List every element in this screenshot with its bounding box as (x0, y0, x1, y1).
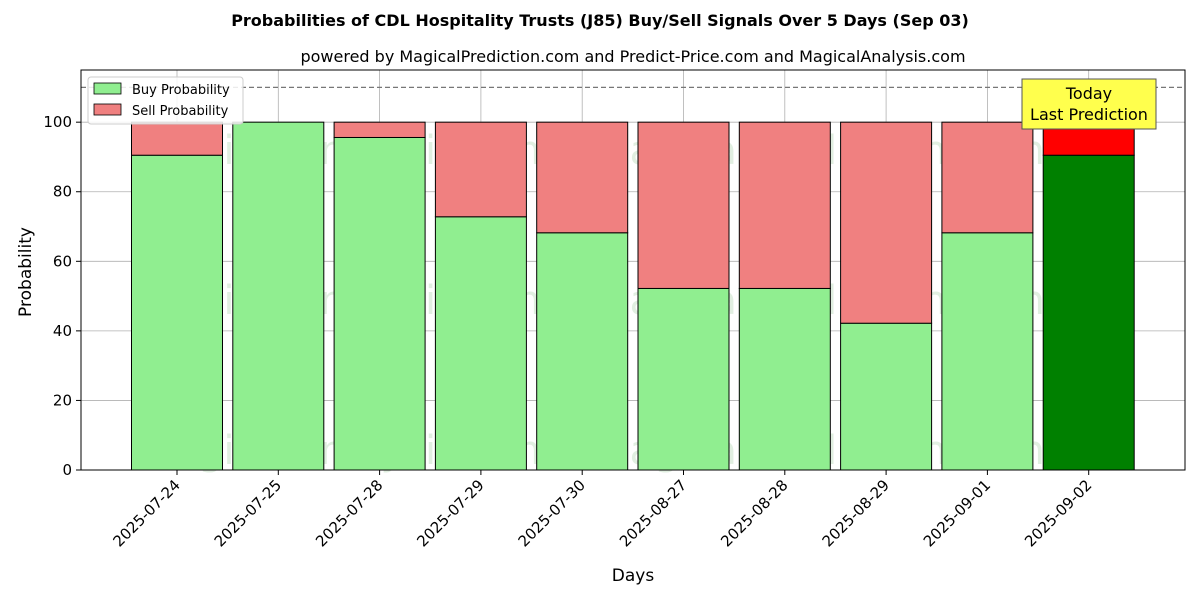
bar-sell-2025-08-29 (840, 121, 933, 324)
bar-buy-2025-09-02 (1042, 154, 1135, 471)
bar-sell-2025-08-27 (637, 121, 730, 289)
x-axis-label: Days (612, 566, 655, 586)
bar-sell-2025-09-01 (941, 121, 1034, 234)
y-tick-label: 20 (53, 391, 72, 409)
bar-sell-2025-07-29 (434, 121, 527, 218)
annotation-today: Today (1065, 84, 1112, 103)
x-tick-label: 2025-08-28 (717, 476, 791, 550)
today-annotation: Today Last Prediction (1021, 78, 1157, 130)
bar-buy-2025-09-01 (941, 232, 1034, 471)
x-axis: 2025-07-24 2025-07-25 2025-07-28 2025-07-29… (109, 470, 1096, 550)
bar-buy-2025-08-29 (840, 322, 933, 471)
legend-label-buy: Buy Probability (132, 83, 230, 98)
bar-sell-2025-08-28 (738, 121, 831, 289)
y-axis-label: Probability (16, 227, 36, 317)
legend: Buy Probability Sell Probability (87, 76, 244, 125)
bar-buy-2025-07-25 (232, 121, 325, 471)
y-tick-label: 100 (43, 113, 72, 131)
bar-sell-2025-07-30 (536, 121, 629, 234)
y-tick-label: 80 (53, 183, 72, 201)
x-tick-label: 2025-07-25 (211, 476, 285, 550)
bar-buy-2025-07-29 (434, 216, 527, 471)
bar-buy-2025-08-28 (738, 287, 831, 471)
x-tick-label: 2025-07-24 (109, 476, 183, 550)
y-axis: 0 20 40 60 80 100 (43, 113, 81, 479)
x-tick-label: 2025-09-01 (920, 476, 994, 550)
x-tick-label: 2025-08-27 (616, 476, 690, 550)
x-tick-label: 2025-07-29 (413, 476, 487, 550)
x-tick-label: 2025-09-02 (1021, 476, 1095, 550)
chart-title: Probabilities of CDL Hospitality Trusts … (231, 11, 969, 30)
plot-frame (80, 69, 1186, 471)
bar-buy-2025-07-28 (333, 136, 426, 471)
y-tick-label: 0 (62, 461, 72, 479)
x-tick-label: 2025-08-29 (819, 476, 893, 550)
x-tick-label: 2025-07-28 (312, 476, 386, 550)
bar-sell-2025-07-28 (333, 121, 426, 138)
bar-sell-2025-07-24 (131, 121, 223, 156)
annotation-last-prediction: Last Prediction (1030, 105, 1148, 124)
y-tick-label: 40 (53, 322, 72, 340)
legend-swatch-buy (93, 82, 122, 95)
y-tick-label: 60 (53, 252, 72, 270)
chart-subtitle: powered by MagicalPrediction.com and Pre… (300, 47, 965, 66)
annotation-box (1021, 78, 1157, 130)
bar-buy-2025-07-24 (131, 154, 223, 471)
legend-box (87, 76, 244, 125)
legend-label-sell: Sell Probability (132, 104, 229, 119)
bar-buy-2025-07-30 (536, 232, 629, 471)
bars (131, 121, 1135, 471)
legend-swatch-sell (93, 103, 122, 116)
bar-buy-2025-08-27 (637, 287, 730, 471)
x-tick-label: 2025-07-30 (515, 476, 589, 550)
